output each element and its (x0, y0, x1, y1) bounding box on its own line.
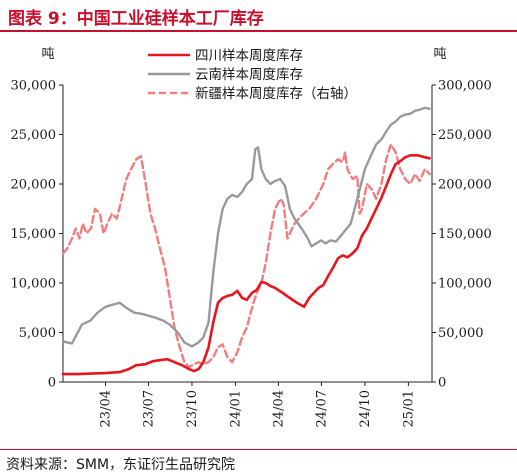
right-tick-label: 100,000 (438, 277, 492, 292)
series-line-yunnan (61, 106, 431, 348)
legend-label-xinjiang: 新疆样本周度库存（右轴） (195, 86, 357, 102)
x-tick-label: 24/10 (358, 390, 373, 427)
series-line-xinjiang (61, 143, 431, 369)
title-rule (0, 30, 517, 32)
right-tick-label: 200,000 (438, 178, 492, 193)
x-tick-label: 23/07 (142, 390, 157, 427)
right-tick-label: 150,000 (438, 227, 492, 242)
x-tick-label: 23/10 (185, 390, 200, 427)
source-note: 资料来源：SMM，东证衍生品研究院 (6, 457, 236, 473)
x-tick-label: 23/04 (99, 390, 114, 427)
footer-rule (0, 449, 517, 450)
left-tick-label: 0 (48, 376, 56, 391)
left-tick-label: 15,000 (11, 227, 57, 242)
title-bar: 图表 9：中国工业硅样本工厂库存 (0, 0, 517, 32)
legend-label-sichuan: 四川样本周度库存 (195, 48, 303, 64)
right-tick-label: 300,000 (438, 79, 492, 94)
legend-label-yunnan: 云南样本周度库存 (195, 67, 303, 83)
right-tick-label: 50,000 (438, 326, 484, 341)
series-line-sichuan (61, 154, 431, 376)
left-tick-label: 5,000 (19, 326, 56, 341)
right-tick-label: 250,000 (438, 128, 492, 143)
left-tick-label: 20,000 (11, 178, 57, 193)
x-tick-label: 24/01 (228, 390, 243, 427)
left-tick-label: 10,000 (11, 277, 57, 292)
x-tick-label: 24/04 (271, 390, 286, 427)
right-unit-label: 吨 (433, 47, 446, 62)
x-tick-label: 25/01 (401, 390, 416, 427)
chart-title: 图表 9：中国工业硅样本工厂库存 (8, 9, 264, 29)
left-tick-label: 30,000 (11, 79, 57, 94)
right-tick-label: 0 (438, 376, 446, 391)
left-tick-label: 25,000 (11, 128, 57, 143)
left-unit-label: 吨 (41, 47, 54, 62)
x-tick-label: 24/07 (314, 390, 329, 427)
